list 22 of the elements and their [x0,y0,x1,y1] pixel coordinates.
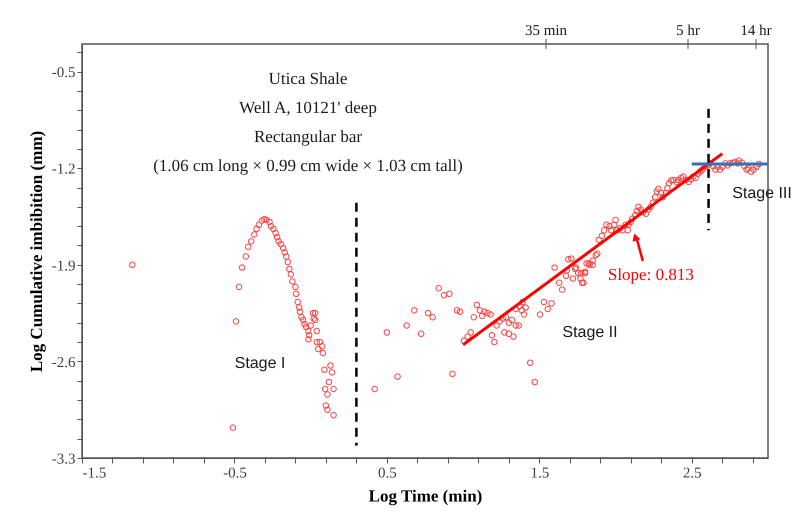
y-tick-label: -3.3 [52,452,76,468]
x-tick-label: -1.5 [82,466,106,482]
y-tick-label: -0.5 [52,65,76,82]
x-tick-label: 2.5 [682,466,702,482]
text: 35 min [524,23,568,39]
annotation: (1.06 cm long × 0.99 cm wide × 1.03 cm tall) [153,156,463,175]
annotation: Well A, 10121' deep [239,98,377,117]
x-axis-title: Log Time (min) [368,486,482,506]
x-tick-label: 0.5 [378,466,397,482]
annotation: Stage II [562,324,618,341]
text: 5 hr [676,23,700,39]
y-axis-title: Log Cumulative imbibition (mm) [26,130,46,372]
annotation: Stage I [234,355,286,372]
x-tick-label: 1.5 [530,466,550,482]
annotation: Utica Shale [268,69,348,88]
y-tick-label: -1.9 [52,258,76,274]
y-tick-label: -2.6 [52,354,76,371]
annotation: Rectangular bar [254,127,362,146]
x-tick-label: -0.5 [223,466,247,482]
annotation: Slope: 0.813 [608,265,694,284]
y-tick-label: -1.2 [52,162,76,178]
text: 14 hr [740,23,772,39]
